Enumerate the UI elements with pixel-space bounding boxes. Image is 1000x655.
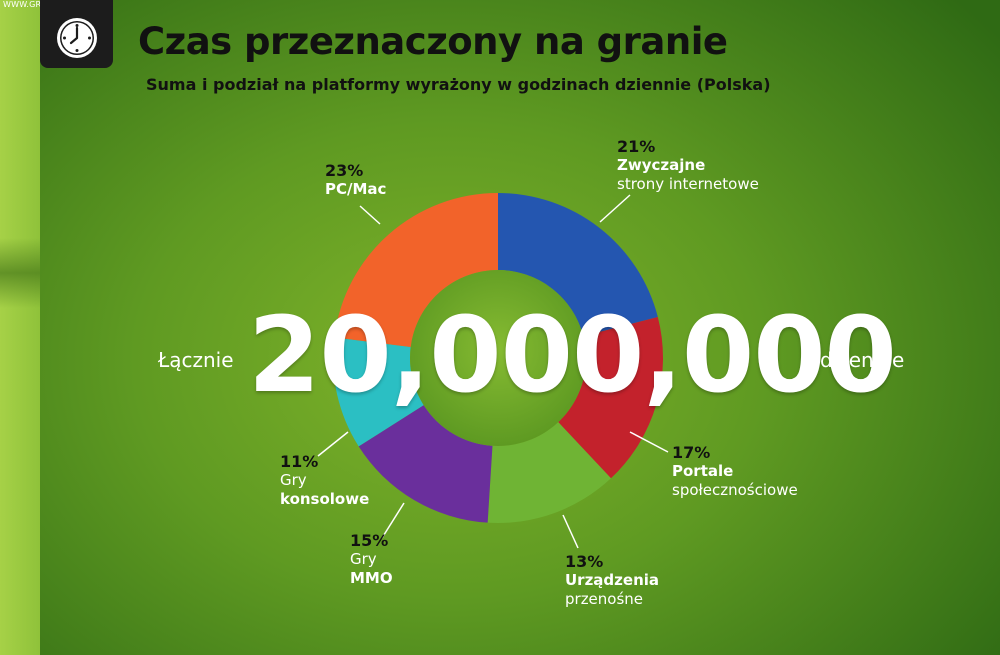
slice-name-1-line-1: Portale <box>672 462 734 480</box>
slice-2 <box>487 422 611 523</box>
slice-label-4: 11% Gry konsolowe <box>280 452 369 509</box>
leader-line-0 <box>599 194 631 223</box>
left-strip <box>0 0 40 655</box>
chart-title: Czas przeznaczony na granie <box>138 20 728 63</box>
chart-subtitle: Suma i podział na platformy wyrażony w g… <box>146 75 771 94</box>
slice-name-2-line-2: przenośne <box>565 590 644 608</box>
leader-line-5 <box>359 205 381 225</box>
leader-line-2 <box>562 514 579 549</box>
slice-name-2-line-1: Urządzenia <box>565 571 660 589</box>
slice-name-3-line-1: Gry <box>350 550 377 568</box>
slice-name-3-line-2: MMO <box>350 569 393 587</box>
slice-percent-2: 13% <box>565 552 604 571</box>
slice-name-4-line-1: Gry <box>280 471 307 489</box>
slice-label-3: 15% Gry MMO <box>350 531 393 588</box>
donut-hole <box>410 270 586 446</box>
slice-percent-5: 23% <box>325 161 364 180</box>
slice-3 <box>358 405 493 523</box>
leader-line-3 <box>381 502 405 539</box>
slice-percent-4: 11% <box>280 452 319 471</box>
leader-line-4 <box>317 431 349 457</box>
slice-label-5: 23% PC/Mac <box>325 161 386 199</box>
slice-1 <box>558 316 663 479</box>
slice-percent-3: 15% <box>350 531 389 550</box>
slice-name-5-line-1: PC/Mac <box>325 180 387 198</box>
total-value: 20,000,000 <box>248 294 897 416</box>
slice-percent-1: 17% <box>672 443 711 462</box>
left-strip-shade <box>0 238 40 308</box>
total-suffix: dziennie <box>820 348 905 372</box>
slice-4 <box>332 337 424 447</box>
slice-percent-0: 21% <box>617 137 656 156</box>
total-prefix: Łącznie <box>158 348 234 372</box>
slice-name-4-line-2: konsolowe <box>280 490 370 508</box>
slice-name-1-line-2: społecznościowe <box>672 481 798 499</box>
slice-5 <box>334 193 498 347</box>
slice-label-0: 21% Zwyczajne strony internetowe <box>617 137 759 194</box>
clock-icon <box>40 0 113 68</box>
slice-0 <box>498 193 658 337</box>
slice-label-2: 13% Urządzenia przenośne <box>565 552 659 609</box>
slice-name-0-line-1: Zwyczajne <box>617 156 706 174</box>
leader-line-1 <box>629 431 669 453</box>
slice-label-1: 17% Portale społecznościowe <box>672 443 798 500</box>
slice-name-0-line-2: strony internetowe <box>617 175 759 193</box>
